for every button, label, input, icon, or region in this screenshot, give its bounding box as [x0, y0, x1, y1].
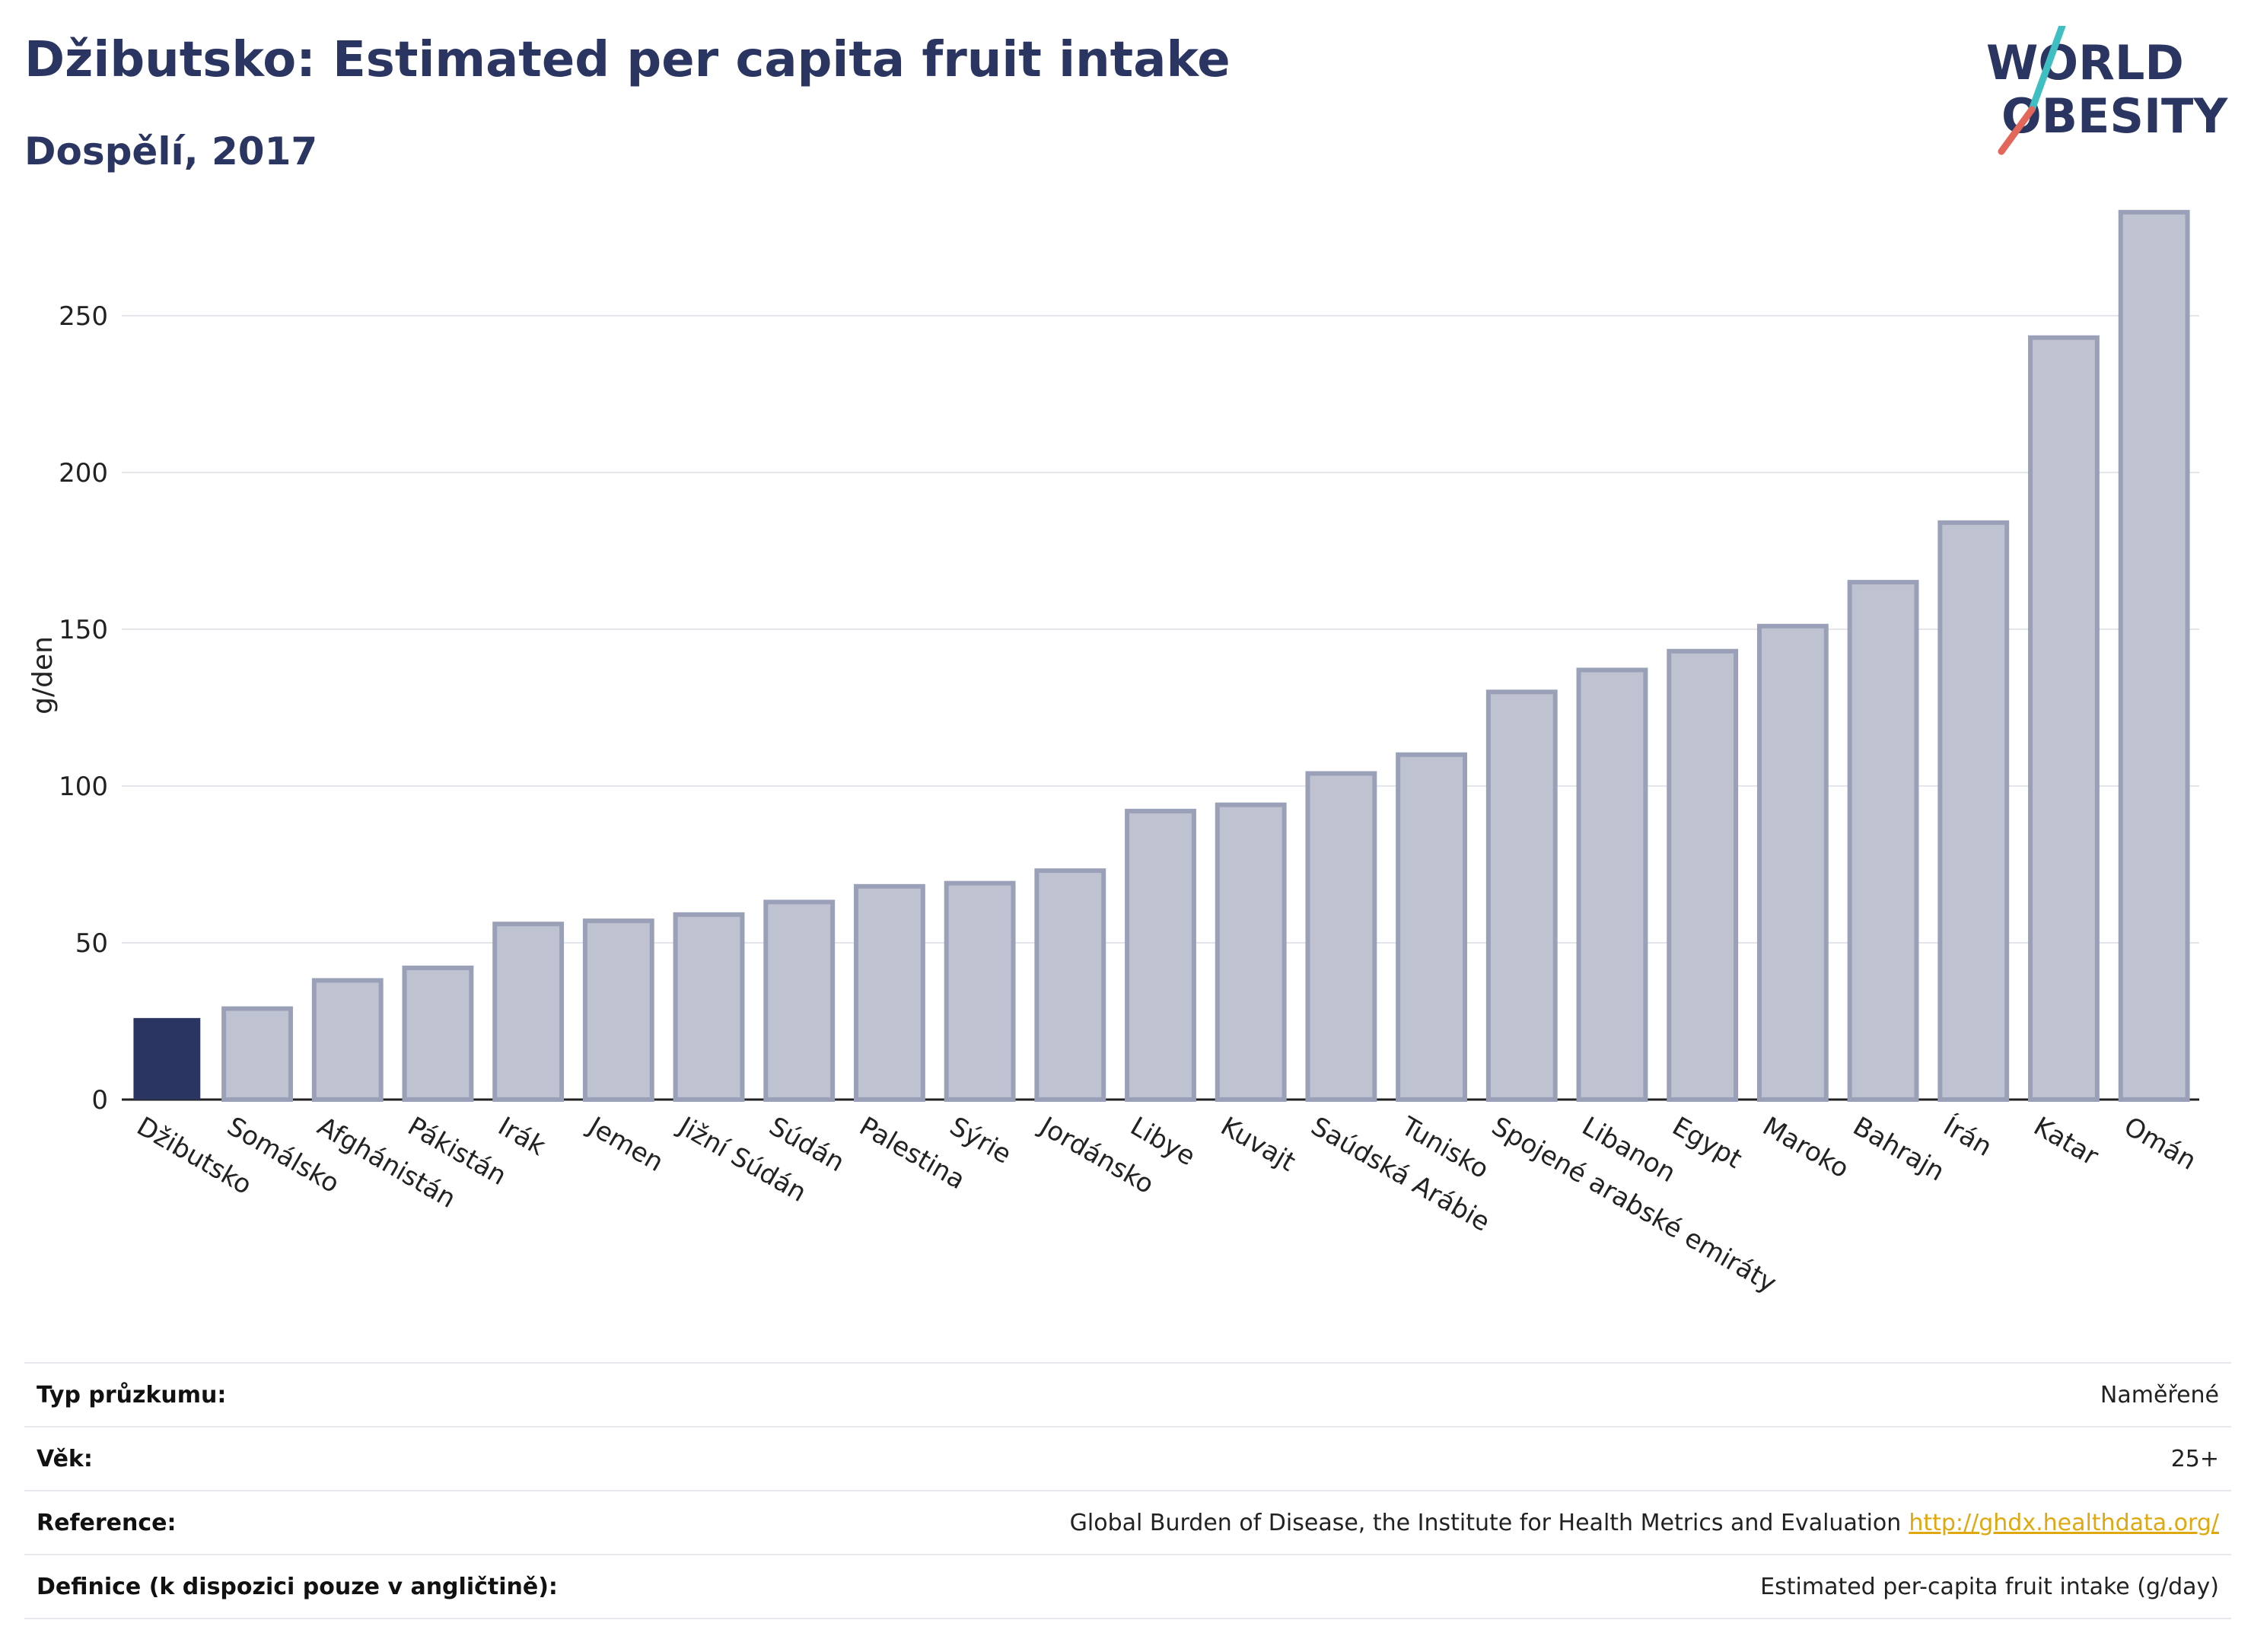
info-row-age: Věk: 25+ — [24, 1426, 2231, 1490]
y-tick-label: 100 — [59, 772, 108, 802]
bar-Palestina — [853, 883, 925, 1102]
bar-chart: 0 50 100 150 200 250 DžibutskoSomálskoAfgháni… — [27, 209, 2202, 1299]
info-label: Věk: — [37, 1445, 93, 1472]
bar-Jordánsko — [1034, 868, 1106, 1103]
x-tick-label: Kuvajt — [1215, 1111, 1301, 1178]
x-tick-labels: DžibutskoSomálskoAfghánistánPákistánIrák… — [132, 1110, 2202, 1299]
logo-line1: WORLD — [1986, 35, 2184, 91]
bar-Afghánistán — [311, 978, 384, 1103]
reference-link[interactable]: http://ghdx.healthdata.org/ — [1909, 1509, 2219, 1536]
bar-Omán — [2118, 209, 2190, 1102]
info-value: Estimated per-capita fruit intake (g/day… — [1760, 1573, 2219, 1600]
info-row-definition: Definice (k dispozici pouze v angličtině… — [24, 1554, 2231, 1619]
bar-Kuvajt — [1215, 802, 1287, 1102]
y-tick-label: 250 — [59, 301, 108, 332]
bar-Írán — [1937, 520, 2010, 1102]
info-label: Typ průzkumu: — [37, 1381, 227, 1408]
bar-Bahrajn — [1847, 580, 1919, 1102]
bars — [133, 209, 2190, 1103]
x-tick-label: Jemen — [582, 1110, 669, 1178]
info-value: Naměřené — [2100, 1381, 2219, 1408]
bar-Pákistán — [402, 965, 474, 1102]
x-tick-label: Katar — [2028, 1111, 2103, 1172]
bar-Džibutsko — [133, 1017, 201, 1100]
reference-value: Global Burden of Disease, the Institute … — [1070, 1510, 2219, 1536]
world-obesity-logo: WORLD OBESITY — [1986, 26, 2228, 155]
info-label: Reference: — [37, 1509, 177, 1536]
logo-slash-coral — [1998, 106, 2036, 155]
x-tick-label: Írán — [1938, 1110, 1998, 1163]
bar-Tunisko — [1396, 752, 1468, 1102]
bar-Libanon — [1576, 667, 1648, 1102]
y-tick-labels: 0 50 100 150 200 250 — [59, 301, 108, 1116]
y-tick-label: 0 — [91, 1085, 108, 1116]
bar-Maroko — [1756, 623, 1829, 1102]
bar-Libye — [1125, 808, 1196, 1103]
y-tick-label: 150 — [59, 615, 108, 645]
bar-Jemen — [582, 918, 654, 1103]
info-value: 25+ — [2170, 1445, 2219, 1472]
chart-title: Džibutsko: Estimated per capita fruit in… — [24, 32, 1231, 88]
bar-Súdán — [763, 899, 836, 1103]
info-value: Global Burden of Disease, the Institute … — [1069, 1509, 1902, 1536]
info-row-survey-type: Typ průzkumu: Naměřené — [24, 1362, 2231, 1426]
bar-Saúdská Arábie — [1305, 771, 1377, 1103]
bar-Irák — [492, 921, 565, 1102]
bar-Sýrie — [944, 880, 1016, 1102]
info-label: Definice (k dispozici pouze v angličtině… — [37, 1573, 558, 1600]
info-table: Typ průzkumu: Naměřené Věk: 25+ Referenc… — [24, 1362, 2231, 1619]
bar-Spojené arabské emiráty — [1485, 689, 1558, 1102]
x-tick-label: Maroko — [1757, 1111, 1854, 1184]
bar-Jižní Súdán — [673, 912, 745, 1102]
y-tick-label: 200 — [59, 458, 108, 489]
y-axis-label: g/den — [27, 636, 59, 715]
logo-slash-teal — [2028, 26, 2066, 113]
bar-Katar — [2028, 335, 2100, 1102]
chart-subtitle: Dospělí, 2017 — [24, 129, 318, 173]
bar-Egypt — [1667, 648, 1739, 1102]
y-tick-label: 50 — [75, 928, 108, 959]
bar-Somálsko — [221, 1006, 293, 1102]
x-tick-label: Omán — [2119, 1111, 2202, 1176]
x-tick-label: Bahrajn — [1848, 1111, 1950, 1187]
x-tick-label: Irák — [493, 1111, 551, 1162]
info-row-reference: Reference: Global Burden of Disease, the… — [24, 1490, 2231, 1554]
